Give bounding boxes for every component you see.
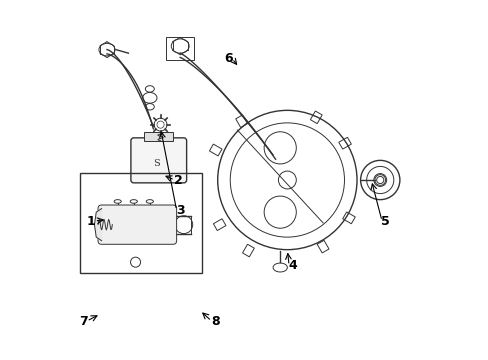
Bar	[242, 244, 254, 257]
Bar	[209, 144, 222, 156]
Text: S: S	[153, 159, 160, 168]
Text: 7: 7	[79, 315, 87, 328]
Bar	[144, 132, 173, 141]
Polygon shape	[94, 208, 102, 241]
Bar	[165, 37, 194, 60]
Bar	[342, 212, 355, 224]
Text: 5: 5	[381, 215, 389, 228]
Text: 4: 4	[288, 259, 297, 272]
Bar	[213, 219, 225, 230]
FancyBboxPatch shape	[131, 138, 186, 183]
Bar	[310, 111, 322, 123]
Text: 2: 2	[174, 174, 183, 186]
FancyBboxPatch shape	[98, 205, 176, 244]
Bar	[235, 115, 247, 127]
Text: 6: 6	[224, 52, 232, 65]
Bar	[338, 137, 351, 149]
Text: 8: 8	[210, 315, 219, 328]
Text: 1: 1	[86, 215, 95, 228]
Bar	[317, 240, 328, 253]
Bar	[80, 173, 201, 273]
Text: 3: 3	[176, 204, 184, 217]
